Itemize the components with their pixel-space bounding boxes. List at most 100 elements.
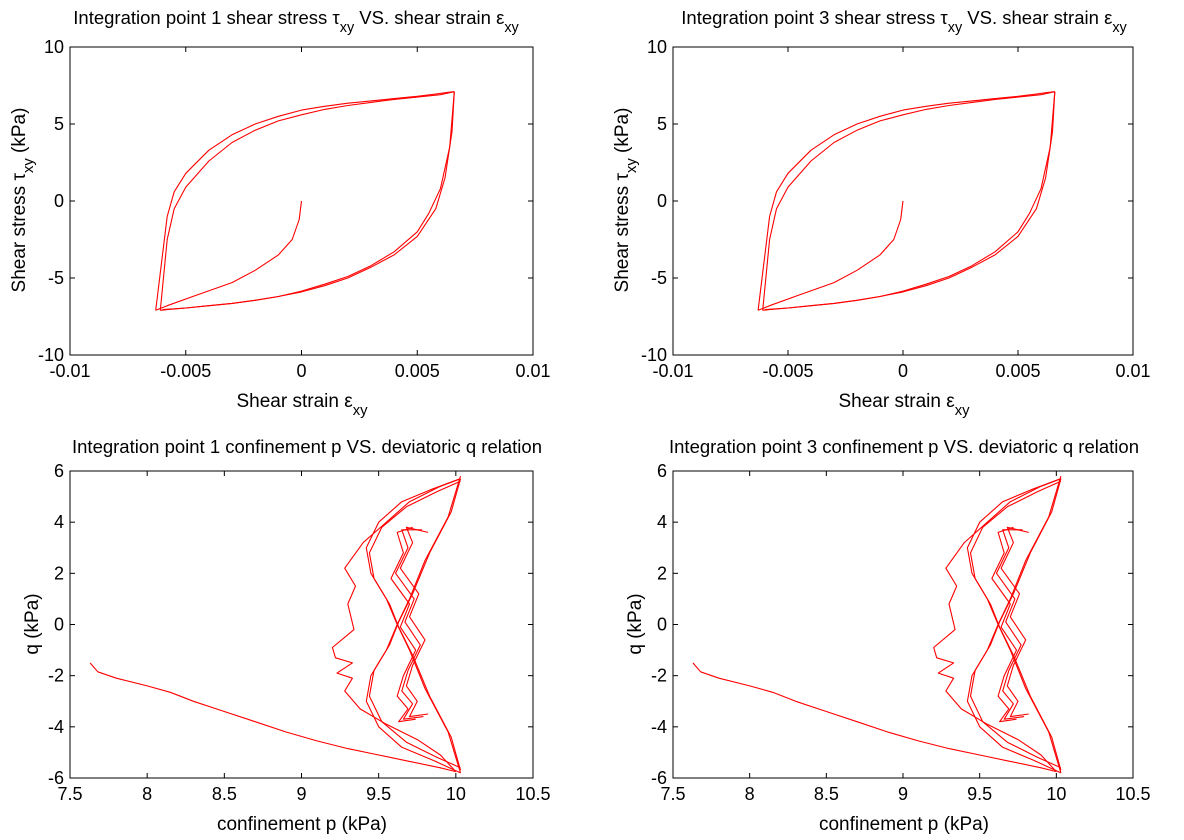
- text-part: xy: [340, 20, 355, 36]
- chart-panel-3: 7.5 8 8.5 9 9.5 10 10.5 -6 -4 -2 0 2 4 6 Integration p…: [22, 436, 551, 835]
- x-tick-label: 0.005: [395, 361, 440, 381]
- series-line-5: [764, 91, 1056, 311]
- y-tick-label: -10: [641, 345, 667, 365]
- chart-panel-1: -0.01 -0.005 0 0.005 0.01 -10 -5 0 5 10 Integratio…: [9, 7, 551, 419]
- chart-title: Integration point 1 shear stress τxy VS.…: [73, 7, 519, 36]
- text-part: ε: [1104, 7, 1112, 28]
- text-part: xy: [21, 158, 37, 173]
- x-axis-label: confinement p (kPa): [819, 814, 989, 835]
- y-axis-label: q (kPa): [625, 593, 646, 654]
- x-tick-label: 9: [898, 784, 908, 804]
- x-tick-label: 0.01: [1115, 361, 1150, 381]
- series-line-8: [995, 529, 1025, 720]
- series-line-5: [368, 480, 462, 771]
- y-tick-label: -6: [48, 768, 64, 788]
- series-line-6: [969, 478, 1062, 769]
- plot-frame: [672, 470, 1134, 779]
- series-line-1: [89, 662, 456, 773]
- series-line-7: [399, 526, 429, 718]
- y-tick-label: 0: [54, 191, 64, 211]
- y-tick-label: 5: [657, 114, 667, 134]
- y-tick-label: -5: [651, 268, 667, 288]
- chart-panel-2: -0.01 -0.005 0 0.005 0.01 -10 -5 0 5 10 Integratio…: [612, 7, 1151, 419]
- text-part: xy: [1112, 20, 1127, 36]
- y-tick-label: -2: [651, 666, 667, 686]
- series-line-2: [155, 91, 455, 311]
- text-part: xy: [955, 403, 970, 419]
- x-axis-label: Shear strain εxy: [236, 391, 368, 419]
- x-tick-label: 7.5: [660, 784, 685, 804]
- y-tick-label: 0: [657, 615, 667, 635]
- y-tick-label: -4: [651, 717, 667, 737]
- plot-frame: [69, 470, 534, 779]
- y-tick-label: -4: [48, 717, 64, 737]
- chart-title: Integration point 1 confinement p VS. de…: [72, 436, 542, 457]
- text-part: τ: [9, 173, 30, 181]
- x-tick-label: 10: [446, 784, 466, 804]
- series-line-4: [762, 91, 1055, 311]
- x-axis-label: Shear strain εxy: [838, 391, 970, 419]
- text-part: Shear stress: [9, 181, 30, 293]
- chart-title: Integration point 3 shear stress τxy VS.…: [681, 7, 1127, 36]
- text-part: confinement p (kPa): [819, 814, 989, 835]
- text-part: Integration point 1 shear stress: [73, 7, 332, 28]
- series-line-2: [757, 91, 1055, 311]
- series-line-1: [155, 200, 303, 311]
- text-part: τ: [940, 7, 948, 28]
- x-tick-label: -0.005: [762, 361, 813, 381]
- y-tick-label: -10: [38, 345, 64, 365]
- x-tick-label: 10: [1046, 784, 1066, 804]
- y-tick-label: 0: [54, 615, 64, 635]
- x-tick-label: 8.5: [212, 784, 237, 804]
- y-axis-label: Shear stress τxy (kPa): [612, 108, 640, 293]
- text-part: Shear stress: [612, 181, 633, 293]
- text-part: xy: [948, 20, 963, 36]
- series-line-5: [162, 91, 455, 311]
- series-line-3: [762, 91, 1056, 311]
- text-part: τ: [612, 173, 633, 181]
- x-tick-label: 9.5: [967, 784, 992, 804]
- text-part: VS. shear strain: [354, 7, 496, 28]
- x-tick-label: 9.5: [366, 784, 391, 804]
- text-part: τ: [332, 7, 340, 28]
- x-tick-label: 0.01: [515, 361, 550, 381]
- series-line-6: [368, 478, 462, 769]
- y-tick-label: 2: [54, 563, 64, 583]
- y-tick-label: 2: [657, 563, 667, 583]
- x-tick-label: 0: [296, 361, 306, 381]
- y-tick-label: 6: [657, 461, 667, 481]
- x-tick-label: 9: [296, 784, 306, 804]
- y-tick-label: 5: [54, 114, 64, 134]
- y-tick-label: 10: [44, 37, 64, 57]
- text-part: Integration point 3 confinement p VS. de…: [669, 436, 1139, 457]
- text-part: q (kPa): [625, 593, 646, 654]
- y-tick-label: 10: [647, 37, 667, 57]
- text-part: xy: [504, 20, 519, 36]
- series-line-8: [395, 529, 424, 720]
- text-part: ε: [344, 391, 353, 412]
- series-line-1: [757, 200, 904, 311]
- y-tick-label: -6: [651, 768, 667, 788]
- series-line-3: [160, 91, 455, 311]
- text-part: ε: [496, 7, 504, 28]
- x-axis-label: confinement p (kPa): [217, 814, 387, 835]
- x-tick-label: 8.5: [814, 784, 839, 804]
- x-tick-label: 7.5: [57, 784, 82, 804]
- series-line-4: [159, 91, 455, 311]
- text-part: Shear strain: [838, 391, 946, 412]
- text-part: (kPa): [612, 108, 633, 159]
- series-line-9: [991, 526, 1018, 723]
- text-part: q (kPa): [22, 593, 43, 654]
- y-tick-label: -5: [48, 268, 64, 288]
- text-part: Integration point 3 shear stress: [681, 7, 940, 28]
- y-tick-label: 4: [657, 512, 667, 532]
- series-line-7: [1000, 526, 1029, 718]
- x-tick-label: 10.5: [515, 784, 550, 804]
- text-part: VS. shear strain: [962, 7, 1104, 28]
- x-tick-label: -0.005: [160, 361, 211, 381]
- text-part: Integration point 1 confinement p VS. de…: [72, 436, 542, 457]
- x-tick-label: 0: [898, 361, 908, 381]
- text-part: ε: [946, 391, 955, 412]
- x-tick-label: 0.005: [995, 361, 1040, 381]
